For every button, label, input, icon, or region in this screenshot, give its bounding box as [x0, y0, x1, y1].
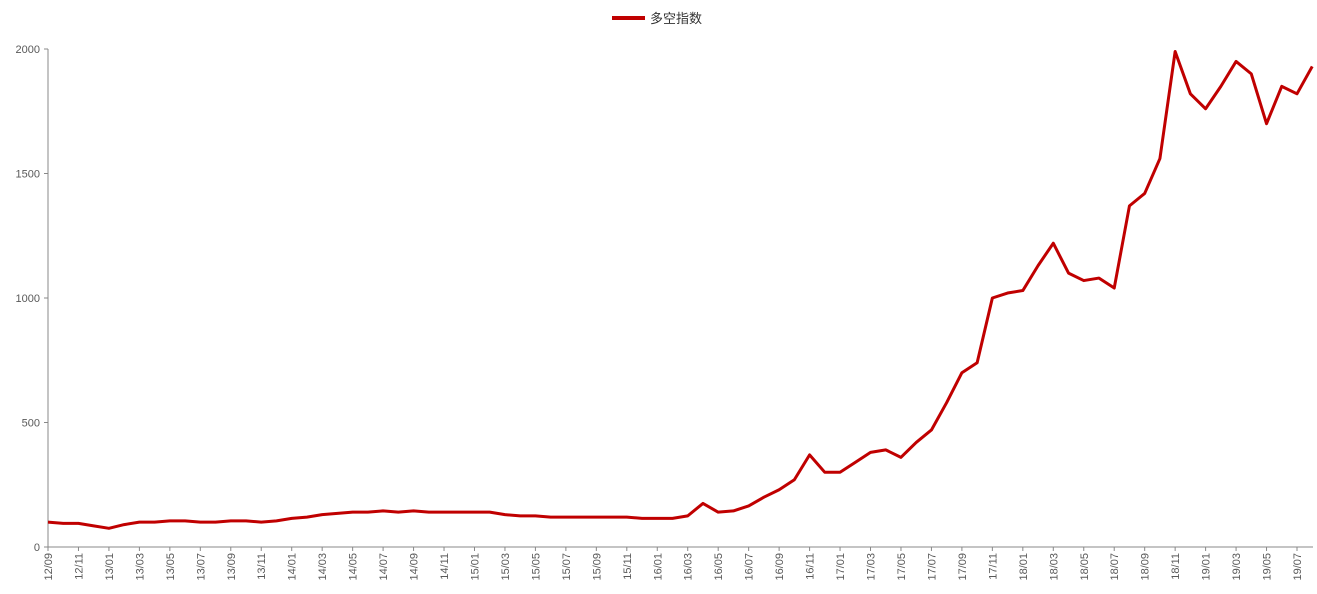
x-tick-label: 12/11 — [73, 553, 85, 580]
x-tick-label: 14/11 — [439, 553, 451, 580]
x-tick-label: 17/09 — [957, 553, 969, 581]
x-tick-label: 16/11 — [805, 553, 817, 580]
x-tick-label: 15/07 — [561, 553, 573, 581]
x-tick-label: 16/01 — [652, 553, 664, 581]
x-tick-label: 17/05 — [896, 553, 908, 581]
x-tick-label: 17/07 — [926, 553, 938, 581]
x-tick-label: 14/09 — [409, 553, 421, 581]
x-tick-label: 17/01 — [835, 553, 847, 581]
x-tick-label: 18/01 — [1018, 553, 1030, 581]
x-tick-label: 14/01 — [287, 553, 299, 581]
x-tick-label: 18/09 — [1140, 553, 1152, 581]
x-tick-label: 19/03 — [1231, 553, 1243, 581]
x-tick-label: 18/11 — [1170, 553, 1182, 580]
y-tick-label: 1000 — [16, 293, 40, 305]
x-tick-label: 18/07 — [1109, 553, 1121, 581]
y-tick-label: 1500 — [16, 169, 40, 181]
x-tick-label: 15/11 — [622, 553, 634, 580]
x-tick-label: 17/03 — [866, 553, 878, 581]
x-tick-label: 15/05 — [530, 553, 542, 581]
data-line — [47, 49, 1314, 530]
x-tick-label: 13/07 — [195, 553, 207, 581]
x-tick-label: 12/09 — [43, 553, 55, 581]
x-tick-label: 14/07 — [378, 553, 390, 581]
x-tick-label: 18/05 — [1079, 553, 1091, 581]
x-tick-label: 15/09 — [591, 553, 603, 581]
x-tick-label: 15/03 — [500, 553, 512, 581]
x-tick-label: 16/09 — [774, 553, 786, 581]
x-tick-label: 13/09 — [226, 553, 238, 581]
x-tick-label: 19/05 — [1262, 553, 1274, 581]
x-tick-label: 13/11 — [256, 553, 268, 580]
x-tick-label: 17/11 — [987, 553, 999, 580]
x-tick-label: 16/05 — [713, 553, 725, 581]
x-tick-label: 13/01 — [104, 553, 116, 581]
x-tick-label: 16/03 — [683, 553, 695, 581]
y-tick-label: 500 — [22, 418, 40, 430]
x-tick-label: 14/03 — [317, 553, 329, 581]
y-tick-label: 0 — [34, 542, 40, 554]
x-tick-label: 18/03 — [1048, 553, 1060, 581]
y-tick-label: 2000 — [16, 44, 40, 56]
x-tick-label: 19/01 — [1201, 553, 1213, 581]
x-tick-label: 15/01 — [469, 553, 481, 581]
x-tick-label: 16/07 — [744, 553, 756, 581]
x-tick-label: 19/07 — [1292, 553, 1304, 581]
x-tick-label: 13/05 — [165, 553, 177, 581]
x-tick-label: 13/03 — [134, 553, 146, 581]
x-tick-label: 14/05 — [348, 553, 360, 581]
legend-text: 多空指数 — [650, 11, 702, 27]
